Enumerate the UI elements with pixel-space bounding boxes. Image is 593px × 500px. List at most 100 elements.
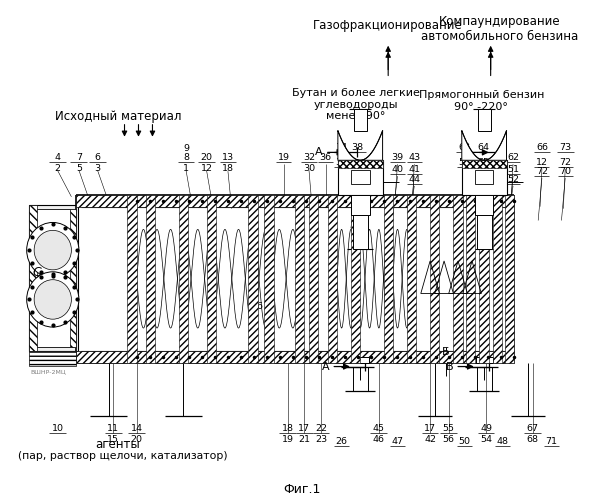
Text: 72: 72 [536,167,548,176]
Text: 12: 12 [536,158,548,167]
Bar [476,356,493,362]
Bar [206,195,216,362]
Polygon shape [338,130,382,160]
Bar [430,195,439,362]
Text: 36: 36 [320,154,332,162]
Text: A: A [322,362,330,372]
Bar [477,214,492,249]
Text: агенты: агенты [95,438,141,450]
Text: 55: 55 [443,424,455,432]
Bar [475,195,493,214]
Text: 32: 32 [303,154,315,162]
Bar [295,195,304,362]
Bar [351,195,369,214]
Bar [248,195,258,362]
Text: 23: 23 [247,342,259,351]
Bar [352,356,369,362]
Bar [30,204,37,351]
Text: 48: 48 [497,436,509,446]
Circle shape [34,230,71,270]
Text: 61: 61 [477,167,489,176]
Text: 8: 8 [183,154,189,162]
Text: 6: 6 [94,154,100,162]
Circle shape [27,272,79,327]
Text: Газофракционирование: Газофракционирование [313,19,463,32]
Text: 18: 18 [282,424,294,432]
Text: ВШНР-2МЦ: ВШНР-2МЦ [30,370,66,374]
Text: 23: 23 [315,434,327,444]
Text: 17: 17 [424,424,436,432]
Bar [76,351,514,362]
Bar [353,109,366,130]
Text: 35: 35 [368,154,380,162]
Text: 31: 31 [359,165,371,174]
Bar [30,204,78,351]
Bar [384,195,393,362]
Text: 4: 4 [55,154,60,162]
Text: 41: 41 [408,165,420,174]
Bar [327,195,337,362]
Text: 62: 62 [507,154,519,162]
Text: 33: 33 [349,175,362,184]
Text: 39: 39 [391,154,404,162]
Bar [30,351,76,366]
Text: 1: 1 [183,164,189,173]
Bar [178,195,188,362]
Circle shape [34,280,71,319]
Text: 12: 12 [200,164,212,173]
Text: B: B [446,362,454,372]
Text: 30: 30 [303,164,315,173]
Text: 73: 73 [559,144,571,152]
Text: 2: 2 [55,164,60,173]
Text: B: B [461,148,468,158]
Text: 10: 10 [52,424,63,432]
Text: Прямогонный бензин
90° -220°: Прямогонный бензин 90° -220° [419,90,544,112]
Text: 51: 51 [507,165,519,174]
Text: 18: 18 [222,164,234,173]
Bar [146,195,155,362]
Text: 26: 26 [336,436,347,446]
Text: 21: 21 [298,434,310,444]
Text: (пар, раствор щелочи, катализатор): (пар, раствор щелочи, катализатор) [18,452,228,462]
Text: 46: 46 [373,434,385,444]
Text: Компаундирование
автомобильного бензина: Компаундирование автомобильного бензина [422,15,579,43]
Text: 66: 66 [536,144,548,152]
Text: 37: 37 [336,158,347,167]
Text: 14: 14 [130,424,143,432]
Text: 71: 71 [545,436,557,446]
Bar [462,160,506,168]
Bar [264,195,273,362]
Text: 67: 67 [527,424,538,432]
Text: 42: 42 [424,434,436,444]
Text: 20: 20 [130,434,143,444]
Circle shape [27,222,79,278]
Bar [475,170,493,184]
Bar [480,195,489,362]
Text: 63: 63 [458,144,471,152]
Text: 59: 59 [458,158,471,167]
Text: 11: 11 [107,424,119,432]
Text: 45: 45 [373,424,385,432]
Text: 43: 43 [408,154,420,162]
Text: 40: 40 [391,165,403,174]
Bar [30,208,74,347]
Bar [505,195,514,362]
Text: 34: 34 [336,144,347,152]
Text: 7: 7 [76,154,82,162]
Text: 56: 56 [443,434,455,444]
Text: Б: Б [442,347,449,357]
Text: 9: 9 [183,144,189,154]
Text: 16: 16 [252,302,264,312]
Text: 65: 65 [477,158,489,167]
Text: 15: 15 [107,434,119,444]
Text: 72: 72 [559,158,571,167]
Text: 50: 50 [458,436,471,446]
Bar [309,195,318,362]
Text: 49: 49 [480,424,492,432]
Bar [127,195,136,362]
Bar [462,160,506,195]
Text: 68: 68 [527,434,538,444]
Bar [76,195,514,206]
Text: 19: 19 [278,154,290,162]
Text: 54: 54 [480,434,492,444]
